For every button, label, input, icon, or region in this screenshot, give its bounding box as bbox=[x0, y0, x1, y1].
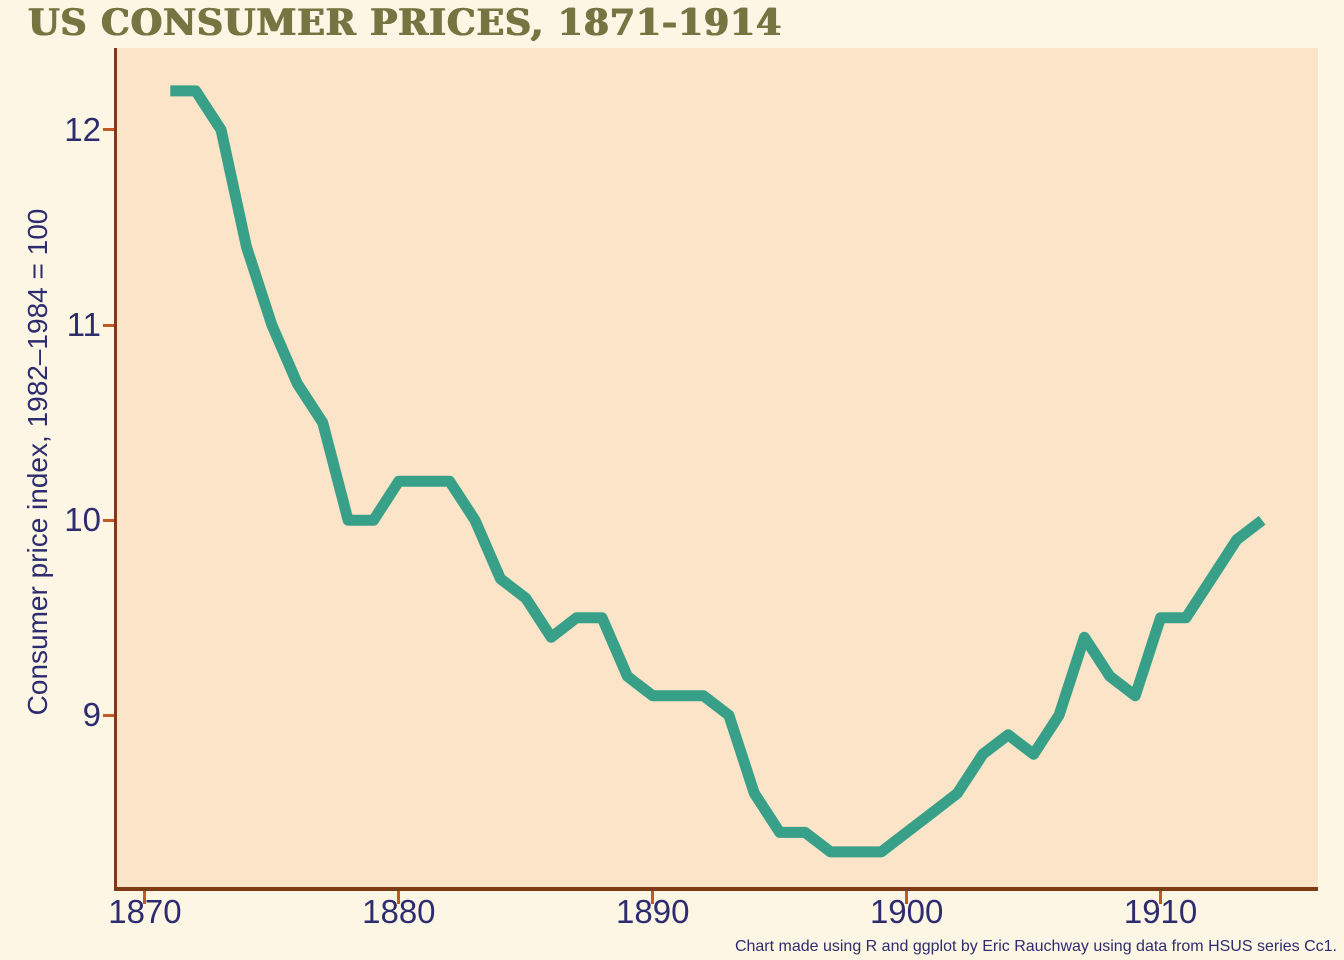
y-tick-mark bbox=[103, 518, 114, 522]
x-tick-label: 1910 bbox=[1123, 893, 1198, 930]
cpi-line-chart bbox=[170, 85, 1266, 858]
x-tick-label: 1870 bbox=[108, 893, 182, 930]
x-tick-mark bbox=[905, 891, 909, 904]
y-tick-label: 12 bbox=[64, 110, 101, 148]
x-tick-mark bbox=[397, 891, 401, 904]
y-tick-label: 9 bbox=[82, 696, 101, 734]
chart-caption: Chart made using R and ggplot by Eric Ra… bbox=[734, 938, 1337, 955]
x-tick-label: 1900 bbox=[869, 893, 944, 930]
x-tick-mark bbox=[651, 891, 655, 904]
x-tick-label: 1890 bbox=[616, 893, 690, 930]
y-tick-mark bbox=[103, 713, 114, 717]
x-tick-mark bbox=[1159, 891, 1163, 904]
y-tick-label: 11 bbox=[66, 306, 101, 344]
cpi-line-series bbox=[170, 85, 1266, 858]
x-tick-label: 1880 bbox=[362, 893, 436, 930]
y-tick-mark bbox=[103, 323, 114, 327]
y-tick-label: 10 bbox=[64, 501, 101, 539]
y-axis-title: Consumer price index, 1982–1984 = 100 bbox=[22, 208, 53, 716]
y-tick-mark bbox=[103, 128, 114, 132]
plot-panel bbox=[114, 48, 1318, 891]
chart-title: US CONSUMER PRICES, 1871-1914 bbox=[28, 2, 783, 44]
x-tick-mark bbox=[143, 891, 147, 904]
